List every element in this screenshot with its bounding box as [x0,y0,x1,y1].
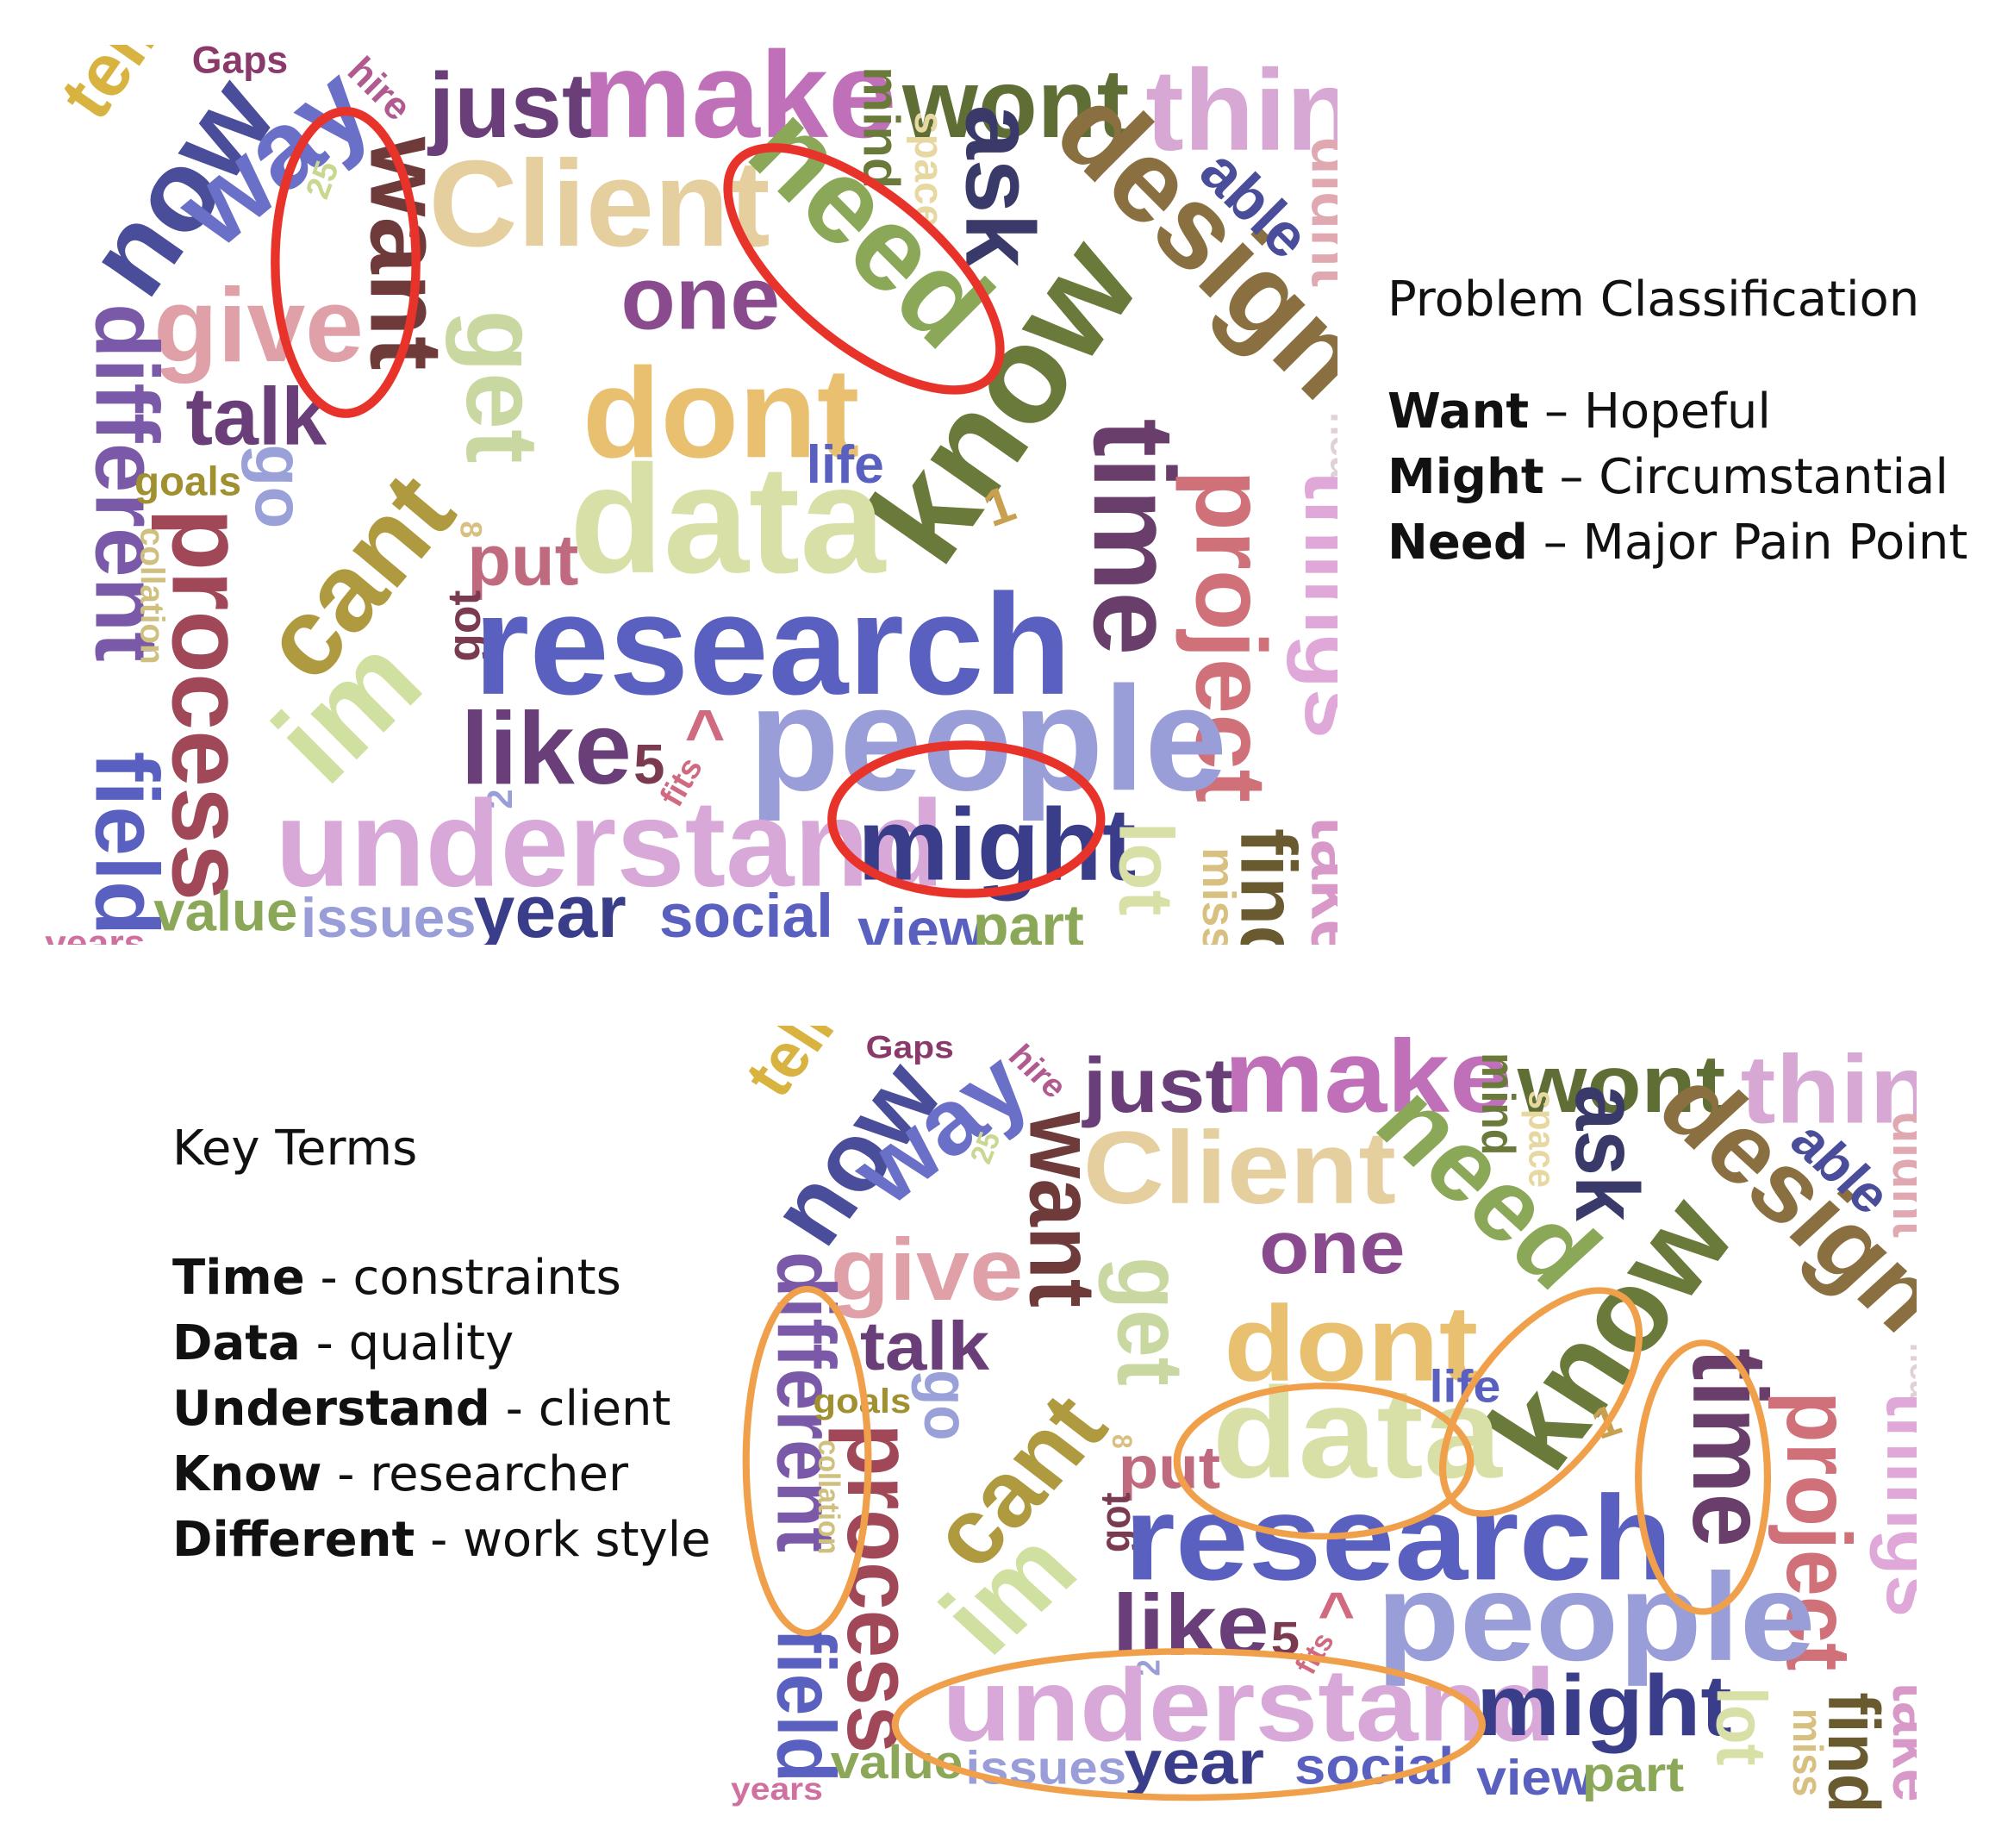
problem-classification-item: Need – Major Pain Point [1387,515,1968,571]
problem-classification-panel: Problem Classification Want – Hopeful Mi… [1387,272,1967,580]
time-highlight-ellipse [1635,1339,1772,1615]
problem-classification-item: Want – Hopeful [1387,384,1771,440]
might-highlight-ellipse [827,740,1106,898]
understand-highlight-ellipse [891,1648,1487,1801]
problem-classification-item: Might – Circumstantial [1387,449,1948,505]
want-highlight-ellipse [271,107,421,418]
need-highlight-ellipse [723,143,1005,395]
data-highlight-ellipse [1173,1383,1475,1540]
key-term-item: Different - work style [172,1512,711,1568]
key-term-item: Know - researcher [172,1446,629,1502]
key-terms-title: Key Terms [172,1121,418,1177]
bottom-word-cloud-svg [731,1026,1917,1808]
key-term-item: Data - quality [172,1315,514,1371]
top-word-cloud [45,45,1337,945]
key-term-item: Time - constraints [172,1250,621,1306]
bottom-word-cloud [731,1026,1917,1808]
key-terms-panel: Key Terms Time - constraints Data - qual… [172,1121,711,1577]
problem-classification-title: Problem Classification [1387,272,1920,328]
key-term-item: Understand - client [172,1381,671,1437]
top-word-cloud-svg [45,45,1337,945]
different-highlight-ellipse [742,1285,872,1637]
know-highlight-ellipse [1439,1287,1643,1517]
